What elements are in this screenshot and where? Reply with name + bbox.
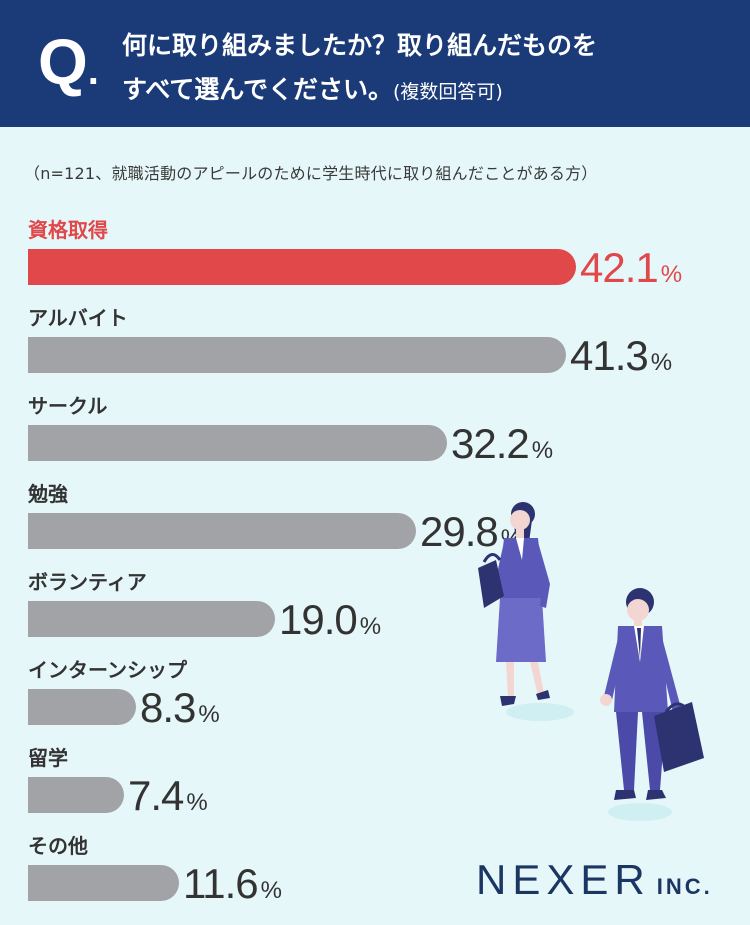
value-label: 41.3% xyxy=(570,333,672,386)
value-label: 32.2% xyxy=(451,421,553,474)
value-unit: % xyxy=(186,789,208,816)
value-number: 8.3 xyxy=(140,684,196,731)
bar xyxy=(28,689,136,725)
value-unit: % xyxy=(260,877,282,904)
value-number: 19.0 xyxy=(279,596,358,643)
value-number: 29.8 xyxy=(420,508,499,555)
value-unit: % xyxy=(198,701,220,728)
nexer-logo: NEXER INC. xyxy=(476,856,713,904)
category-label: 勉強 xyxy=(28,482,68,506)
bar xyxy=(28,513,416,549)
bar xyxy=(28,601,275,637)
category-label: 資格取得 xyxy=(28,218,108,242)
value-number: 42.1 xyxy=(580,244,659,291)
bar xyxy=(28,249,576,285)
value-number: 41.3 xyxy=(570,332,649,379)
value-unit: % xyxy=(660,261,683,288)
value-number: 11.6 xyxy=(183,860,259,907)
business-people-illustration xyxy=(478,502,704,821)
value-label: 42.1% xyxy=(580,245,682,298)
bar xyxy=(28,425,447,461)
value-unit: % xyxy=(650,349,673,376)
question-line-1: 何に取り組みましたか？取り組んだものを xyxy=(122,31,598,60)
question-line-2: すべて選んでください。(複数回答可) xyxy=(122,70,503,106)
bar xyxy=(28,337,566,373)
sample-note: （n=121、就職活動のアピールのために学生時代に取り組んだことがある方） xyxy=(24,164,598,183)
question-note: (複数回答可) xyxy=(393,81,503,103)
question-header: Q. 何に取り組みましたか？取り組んだものを すべて選んでください。(複数回答可… xyxy=(0,0,750,127)
value-label: 7.4% xyxy=(128,773,208,826)
value-label: 8.3% xyxy=(140,685,220,738)
value-number: 32.2 xyxy=(451,420,530,467)
category-label: サークル xyxy=(28,394,108,418)
logo-main: NEXER xyxy=(476,856,651,903)
value-label: 11.6% xyxy=(183,861,282,914)
category-label: 留学 xyxy=(28,746,68,770)
question-text: すべて選んでください。 xyxy=(122,75,394,104)
logo-suffix: INC. xyxy=(656,874,713,899)
q-mark: Q. xyxy=(38,26,99,98)
value-unit: % xyxy=(359,613,382,640)
bar xyxy=(28,777,124,813)
category-label: ボランティア xyxy=(28,570,147,594)
category-label: アルバイト xyxy=(28,306,128,330)
value-unit: % xyxy=(531,437,554,464)
category-label: インターンシップ xyxy=(28,658,187,682)
value-number: 7.4 xyxy=(128,772,184,819)
value-label: 19.0% xyxy=(279,597,381,650)
category-label: その他 xyxy=(28,834,88,858)
bar xyxy=(28,865,179,901)
